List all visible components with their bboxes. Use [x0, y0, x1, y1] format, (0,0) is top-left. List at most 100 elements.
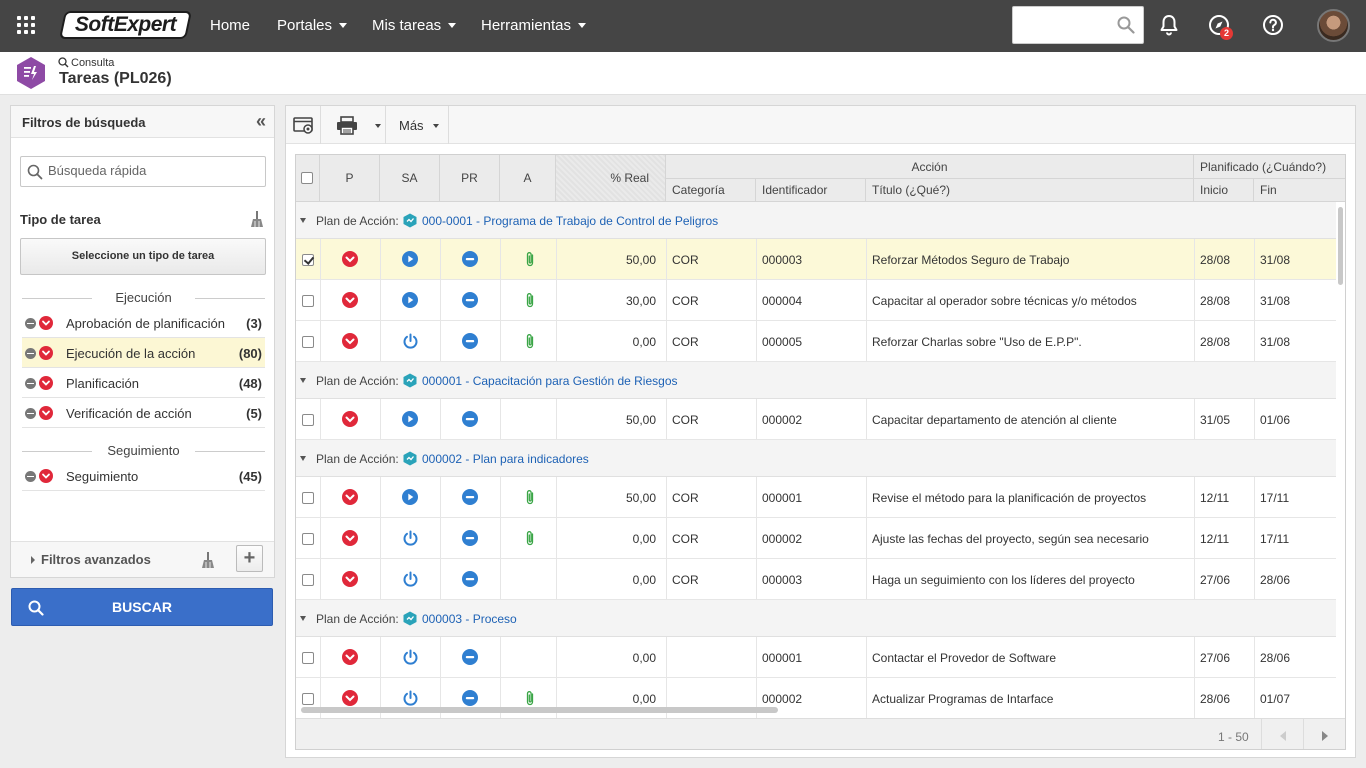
header-fin[interactable]: Fin [1254, 179, 1345, 202]
select-task-type-button[interactable]: Seleccione un tipo de tarea [20, 238, 266, 275]
view-button[interactable] [286, 106, 321, 144]
quick-search-input[interactable] [48, 163, 258, 178]
row-checkbox[interactable] [302, 693, 314, 705]
paperclip-icon[interactable] [524, 489, 536, 509]
header-pr[interactable]: PR [440, 155, 500, 202]
filter-item-planificacion[interactable]: Planificación (48) [22, 368, 265, 398]
select-all-checkbox[interactable] [301, 172, 313, 184]
header-categoria[interactable]: Categoría [666, 179, 756, 202]
header-identificador[interactable]: Identificador [756, 179, 866, 202]
priority-chevron-icon[interactable] [342, 690, 358, 709]
paperclip-icon[interactable] [524, 333, 536, 353]
search-button[interactable]: BUSCAR [11, 588, 273, 626]
group-link[interactable]: 000003 - Proceso [422, 612, 517, 626]
play-icon[interactable] [402, 411, 418, 430]
clear-filter-icon[interactable] [201, 552, 215, 568]
softexpert-logo[interactable]: SoftExpert [59, 11, 192, 39]
power-icon[interactable] [402, 530, 419, 550]
nav-portales[interactable]: Portales [277, 0, 348, 52]
table-row[interactable]: 50,00 COR 000002 Capacitar departamento de … [296, 399, 1336, 440]
priority-chevron-icon[interactable] [342, 489, 358, 508]
search-icon[interactable] [1117, 16, 1135, 34]
row-checkbox[interactable] [302, 254, 314, 266]
global-search-input[interactable] [1012, 6, 1144, 44]
table-row[interactable]: 50,00 COR 000001 Revise el método para la p… [296, 477, 1336, 518]
bell-icon[interactable] [1157, 13, 1181, 37]
priority-chevron-icon[interactable] [342, 292, 358, 311]
table-row[interactable]: 0,00 COR 000003 Haga un seguimiento con los… [296, 559, 1336, 600]
minus-circle-icon[interactable] [462, 649, 478, 668]
print-button[interactable] [321, 106, 386, 144]
power-icon[interactable] [402, 649, 419, 669]
nav-mis-tareas[interactable]: Mis tareas [372, 0, 457, 52]
group-row[interactable]: Plan de Acción: 000003 - Proceso [296, 600, 1336, 637]
filter-item-aprobacion[interactable]: Aprobación de planificación (3) [22, 308, 265, 338]
row-checkbox[interactable] [302, 574, 314, 586]
minus-circle-icon[interactable] [462, 411, 478, 430]
priority-chevron-icon[interactable] [342, 571, 358, 590]
paperclip-icon[interactable] [524, 251, 536, 271]
row-checkbox[interactable] [302, 414, 314, 426]
chevron-down-icon[interactable] [300, 378, 306, 383]
table-row[interactable]: 0,00 000002 Actualizar Programas de Intarf… [296, 678, 1336, 719]
quick-search-field[interactable] [20, 156, 266, 187]
minus-circle-icon[interactable] [462, 333, 478, 352]
filter-item-verificacion[interactable]: Verificación de acción (5) [22, 398, 265, 428]
help-icon[interactable] [1261, 13, 1285, 37]
group-row[interactable]: Plan de Acción: 000002 - Plan para indica… [296, 440, 1336, 477]
priority-chevron-icon[interactable] [342, 251, 358, 270]
collapse-panel-icon[interactable]: « [255, 111, 266, 131]
compass-icon[interactable] [1207, 13, 1231, 37]
group-row[interactable]: Plan de Acción: 000-0001 - Programa de Tr… [296, 202, 1336, 239]
chevron-down-icon[interactable] [300, 616, 306, 621]
paperclip-icon[interactable] [524, 530, 536, 550]
chevron-down-icon[interactable] [300, 218, 306, 223]
power-icon[interactable] [402, 690, 419, 710]
group-link[interactable]: 000001 - Capacitación para Gestión de Ri… [422, 374, 678, 388]
minus-circle-icon[interactable] [462, 571, 478, 590]
header-titulo[interactable]: Título (¿Qué?) [866, 179, 1194, 202]
paperclip-icon[interactable] [524, 292, 536, 312]
vertical-scrollbar[interactable] [1338, 207, 1343, 285]
header-real[interactable]: % Real [556, 155, 666, 202]
row-checkbox[interactable] [302, 336, 314, 348]
add-filter-button[interactable]: + [236, 545, 263, 572]
group-link[interactable]: 000-0001 - Programa de Trabajo de Contro… [422, 214, 719, 228]
table-row[interactable]: 0,00 COR 000005 Reforzar Charlas sobre "Uso… [296, 321, 1336, 362]
minus-circle-icon[interactable] [462, 292, 478, 311]
clear-filter-icon[interactable] [250, 211, 264, 227]
table-row[interactable]: 0,00 COR 000002 Ajuste las fechas del proye… [296, 518, 1336, 559]
horizontal-scrollbar[interactable] [301, 707, 778, 713]
priority-chevron-icon[interactable] [342, 530, 358, 549]
row-checkbox[interactable] [302, 295, 314, 307]
power-icon[interactable] [402, 571, 419, 591]
minus-circle-icon[interactable] [462, 251, 478, 270]
filter-item-ejecucion-accion[interactable]: Ejecución de la acción (80) [22, 338, 265, 368]
table-row[interactable]: 30,00 COR 000004 Capacitar al operador sobr… [296, 280, 1336, 321]
group-link[interactable]: 000002 - Plan para indicadores [422, 452, 589, 466]
play-icon[interactable] [402, 489, 418, 508]
priority-chevron-icon[interactable] [342, 333, 358, 352]
header-inicio[interactable]: Inicio [1194, 179, 1254, 202]
group-row[interactable]: Plan de Acción: 000001 - Capacitación par… [296, 362, 1336, 399]
table-row[interactable]: 50,00 COR 000003 Reforzar Métodos Seguro de… [296, 239, 1336, 280]
row-checkbox[interactable] [302, 533, 314, 545]
next-page-button[interactable] [1303, 719, 1345, 749]
header-sa[interactable]: SA [380, 155, 440, 202]
filter-item-seguimiento[interactable]: Seguimiento (45) [22, 461, 265, 491]
header-a[interactable]: A [500, 155, 556, 202]
avatar[interactable] [1317, 9, 1350, 42]
priority-chevron-icon[interactable] [342, 411, 358, 430]
minus-circle-icon[interactable] [462, 690, 478, 709]
row-checkbox[interactable] [302, 492, 314, 504]
power-icon[interactable] [402, 333, 419, 353]
minus-circle-icon[interactable] [462, 530, 478, 549]
more-button[interactable]: Más [386, 106, 449, 144]
apps-grid-icon[interactable] [17, 16, 35, 34]
priority-chevron-icon[interactable] [342, 649, 358, 668]
nav-herramientas[interactable]: Herramientas [481, 0, 587, 52]
advanced-filters-bar[interactable]: Filtros avanzados + [11, 541, 274, 577]
table-row[interactable]: 0,00 000001 Contactar el Provedor de Softw… [296, 637, 1336, 678]
prev-page-button[interactable] [1261, 719, 1303, 749]
play-icon[interactable] [402, 251, 418, 270]
